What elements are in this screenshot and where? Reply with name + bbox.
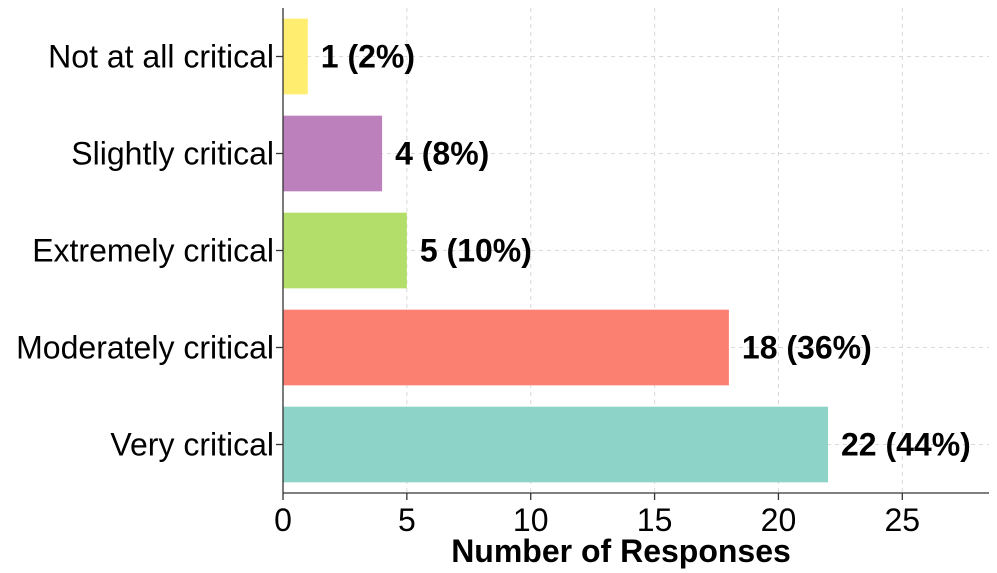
category-label: Slightly critical [71,136,274,172]
labels: 0 5 10 15 20 25 Very critical 22 (44%) Moderatel… [16,39,971,539]
x-tick-label: 5 [398,502,416,538]
x-tick-label: 15 [637,502,673,538]
x-tick-label: 0 [274,502,292,538]
data-label: 1 (2%) [321,39,415,75]
category-label: Not at all critical [48,39,274,75]
x-axis-title: Number of Responses [451,533,791,569]
data-label: 4 (8%) [395,136,489,172]
data-label: 5 (10%) [420,233,532,269]
category-label: Extremely critical [32,233,274,269]
category-label: Moderately critical [16,330,274,366]
x-tick-label: 25 [885,502,921,538]
bar [283,212,407,289]
bar [283,115,383,192]
data-label: 22 (44%) [841,427,971,463]
x-tick-label: 20 [761,502,797,538]
bars [283,18,828,483]
bar [283,309,729,386]
bar [283,406,828,483]
category-label: Very critical [110,427,274,463]
x-tick-label: 10 [513,502,549,538]
data-label: 18 (36%) [742,330,872,366]
bar [283,18,308,95]
